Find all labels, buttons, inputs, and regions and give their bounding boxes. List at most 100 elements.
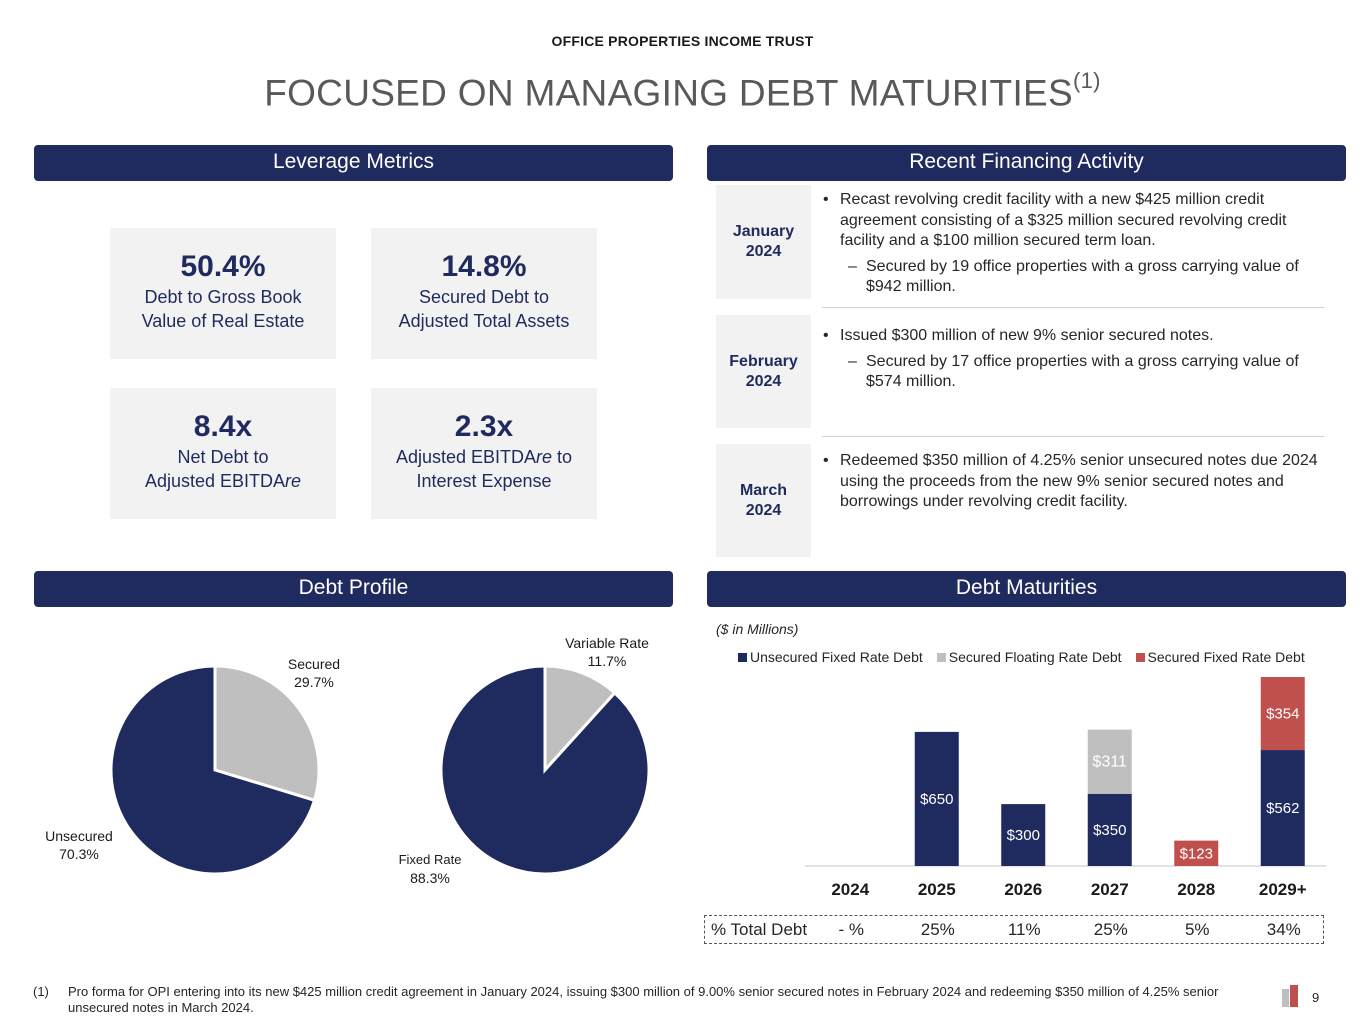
pct-total-debt-row: % Total Debt - % 25% 11% 25% 5% 34% — [704, 915, 1324, 944]
section-header-profile: Debt Profile — [34, 571, 673, 607]
metric-label-line2: Value of Real Estate — [141, 311, 305, 331]
metric-label-line1: Debt to Gross Book — [144, 287, 302, 307]
metric-label-line1: Adjusted EBITDAre to — [371, 446, 597, 469]
pie-label-name: Variable Rate — [565, 635, 649, 651]
financing-date-february: February 2024 — [716, 315, 811, 428]
bar-data-label: $562 — [1266, 800, 1299, 817]
section-header-financing: Recent Financing Activity — [707, 145, 1346, 181]
footnote-number: (1) — [33, 984, 49, 999]
metric-label-line1: Secured Debt to — [418, 287, 550, 307]
units-note: ($ in Millions) — [716, 621, 799, 637]
financing-month: January — [732, 223, 795, 240]
financing-divider — [822, 307, 1324, 308]
metric-card-debt-to-gross-book: 50.4% Debt to Gross Book Value of Real E… — [110, 228, 336, 359]
metric-label-line2: Adjusted Total Assets — [398, 311, 570, 331]
metric-card-net-debt: 8.4x Net Debt to Adjusted EBITDAre — [110, 388, 336, 519]
financing-detail-february: Issued $300 million of new 9% senior sec… — [822, 326, 1322, 393]
bar-chart-debt-maturities: 2024 $650 2025 $300 2026 $350 $311 2027 $123 2028… — [805, 677, 1326, 899]
metric-label-text: Adjusted EBITDA — [395, 447, 537, 467]
pct-value: 25% — [920, 920, 955, 939]
metric-card-secured-debt: 14.8% Secured Debt to Adjusted Total Ass… — [371, 228, 597, 359]
financing-detail-january: Recast revolving credit facility with a … — [822, 190, 1322, 298]
financing-date-january: January 2024 — [716, 185, 811, 299]
financing-year: 2024 — [745, 243, 782, 260]
metric-label-line2: Adjusted EBITDAre — [110, 470, 336, 493]
x-tick-label: 2024 — [831, 880, 869, 899]
financing-month: March — [739, 481, 788, 499]
bar-data-label: $350 — [1093, 822, 1126, 839]
bar-data-label: $354 — [1266, 706, 1299, 723]
pct-value: 25% — [1093, 920, 1128, 939]
x-tick-label: 2027 — [1091, 880, 1129, 899]
pct-row-label: % Total Debt — [711, 920, 808, 939]
page-title-text: FOCUSED ON MANAGING DEBT MATURITIES — [264, 72, 1073, 114]
legend-swatch — [936, 652, 946, 662]
financing-bullet: Issued $300 million of new 9% senior sec… — [822, 326, 1322, 347]
metric-label-text: Adjusted EBITDA — [144, 471, 286, 491]
metric-value: 2.3x — [454, 410, 514, 443]
pie-label-name: Unsecured — [45, 828, 113, 844]
pct-value: 34% — [1266, 920, 1301, 939]
metric-label-after: to — [552, 447, 573, 467]
pie-chart-secured-unsecured — [109, 664, 321, 876]
pie-label-secured: Secured 29.7% — [268, 655, 360, 691]
pct-value: 11% — [1007, 920, 1041, 939]
pie-label-name: Fixed Rate — [398, 852, 462, 867]
financing-year: 2024 — [745, 372, 782, 390]
bar-data-label: $650 — [920, 791, 953, 808]
title-footnote-ref: (1) — [1073, 68, 1101, 93]
metric-label-italic: re — [285, 471, 302, 491]
metric-value: 8.4x — [193, 410, 253, 443]
pie-label-name: Secured — [287, 656, 341, 672]
pie-label-value: 70.3% — [59, 846, 99, 862]
footnote-text: Pro forma for OPI entering into its new … — [68, 984, 1219, 1015]
pie-label-value: 88.3% — [410, 870, 450, 886]
legend-swatch — [738, 652, 747, 662]
company-logo-icon — [1282, 985, 1298, 1007]
legend-swatch — [1135, 652, 1145, 662]
legend-label: Unsecured Fixed Rate Debt — [750, 649, 923, 665]
pie-label-fixed-rate: Fixed Rate 88.3% — [385, 851, 475, 887]
bar-segment — [1260, 750, 1305, 866]
chart-legend: Unsecured Fixed Rate Debt Secured Floati… — [738, 649, 1305, 665]
bar-segment — [1174, 840, 1219, 866]
metric-value: 50.4% — [180, 250, 266, 283]
legend-label: Secured Floating Rate Debt — [948, 649, 1122, 665]
bar-segment — [1260, 677, 1305, 751]
financing-date-march: March 2024 — [716, 444, 811, 557]
bar-data-label: $300 — [1007, 827, 1040, 844]
pie-label-value: 29.7% — [294, 674, 334, 690]
bar-data-label: $123 — [1180, 845, 1213, 862]
bar-data-label: $311 — [1093, 754, 1128, 771]
page-number: 9 — [1312, 990, 1320, 1005]
x-tick-label: 2025 — [918, 880, 956, 899]
financing-bullet: Redeemed $350 million of 4.25% senior un… — [822, 451, 1322, 513]
financing-detail-march: Redeemed $350 million of 4.25% senior un… — [822, 451, 1322, 513]
metric-label-italic: re — [536, 447, 553, 467]
pie-chart-rate-type — [439, 664, 651, 876]
metric-label-line2: Interest Expense — [416, 471, 552, 491]
pct-value: 5% — [1184, 920, 1210, 939]
pie-slice-unsecured — [109, 664, 317, 876]
section-header-maturities: Debt Maturities — [707, 571, 1346, 607]
metric-card-ebitda-interest: 2.3x Adjusted EBITDAre to Interest Expen… — [371, 388, 597, 519]
legend-item-secured-floating: Secured Floating Rate Debt — [936, 649, 1122, 665]
pct-value: - % — [838, 920, 865, 939]
financing-divider — [822, 436, 1324, 437]
financing-sub-bullet: Secured by 17 office properties with a g… — [822, 352, 1322, 393]
pie-label-variable-rate: Variable Rate 11.7% — [552, 634, 662, 670]
x-tick-label: 2026 — [1004, 880, 1042, 899]
x-tick-label: 2029+ — [1259, 880, 1307, 899]
bar-segment — [1087, 793, 1132, 866]
company-name: OFFICE PROPERTIES INCOME TRUST — [551, 33, 814, 49]
pie-slice-fixed-rate — [439, 664, 651, 876]
legend-item-unsecured-fixed: Unsecured Fixed Rate Debt — [738, 649, 923, 665]
metric-label-line1: Net Debt to — [177, 447, 269, 467]
section-header-leverage: Leverage Metrics — [34, 145, 673, 181]
legend-label: Secured Fixed Rate Debt — [1147, 649, 1305, 665]
pie-slice-secured — [213, 664, 321, 803]
page-title: FOCUSED ON MANAGING DEBT MATURITIES(1) — [0, 68, 1365, 114]
metric-value: 14.8% — [441, 250, 527, 283]
financing-year: 2024 — [745, 501, 782, 519]
x-tick-label: 2028 — [1177, 880, 1215, 899]
